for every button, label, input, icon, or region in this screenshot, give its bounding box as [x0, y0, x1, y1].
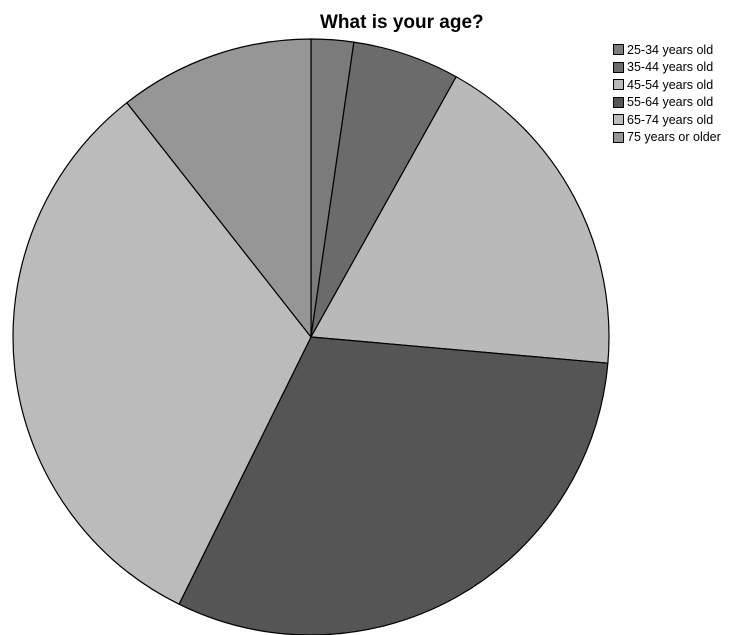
- legend-label: 35-44 years old: [627, 60, 714, 75]
- pie-slice-6: [126, 38, 312, 338]
- legend-label: 65-74 years old: [627, 112, 714, 127]
- legend-item: 25-34 years old: [613, 41, 721, 59]
- pie-slice-5: [12, 102, 312, 605]
- legend-item: 35-44 years old: [613, 59, 721, 77]
- legend-swatch: [613, 114, 624, 126]
- legend-swatch: [613, 96, 624, 108]
- pie-slices: [12, 38, 610, 635]
- legend-item: 45-54 years old: [613, 76, 721, 94]
- pie-slice-4: [178, 336, 609, 635]
- legend-swatch: [613, 61, 624, 73]
- chart-legend: 25-34 years old 35-44 years old 45-54 ye…: [613, 41, 721, 146]
- legend-item: 65-74 years old: [613, 111, 721, 129]
- chart-title: What is your age?: [320, 12, 484, 33]
- legend-swatch: [613, 79, 624, 91]
- pie-slice-3: [310, 76, 610, 364]
- legend-item: 55-64 years old: [613, 94, 721, 112]
- legend-swatch: [613, 131, 624, 143]
- legend-swatch: [613, 44, 624, 56]
- legend-label: 45-54 years old: [627, 77, 714, 92]
- legend-label: 55-64 years old: [627, 95, 714, 110]
- legend-label: 25-34 years old: [627, 42, 714, 57]
- legend-item: 75 years or older: [613, 129, 721, 147]
- legend-label: 75 years or older: [627, 130, 721, 145]
